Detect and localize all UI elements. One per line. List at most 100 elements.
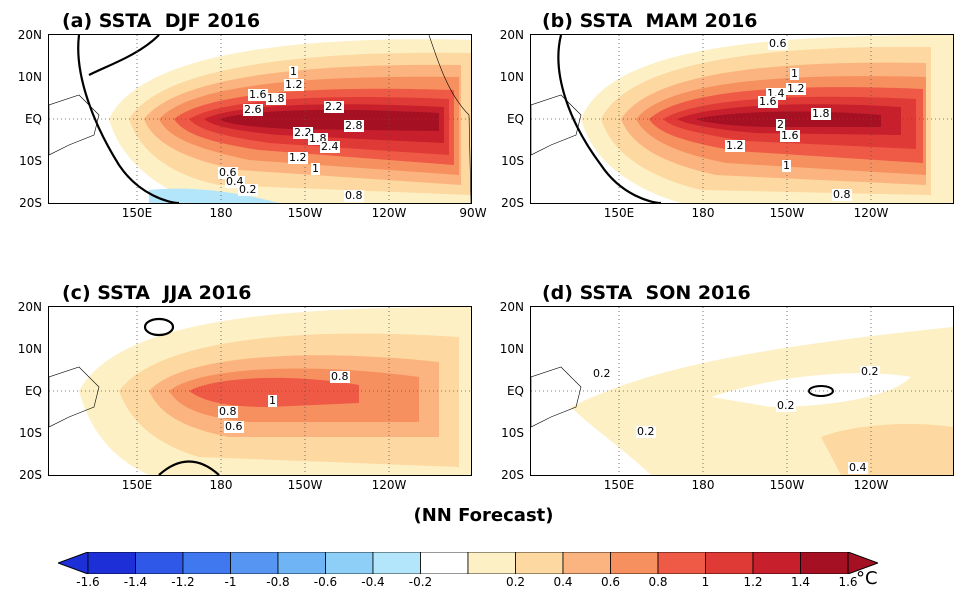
forecast-label: (NN Forecast) — [413, 505, 554, 526]
lat-tick: 20N — [17, 300, 42, 314]
contour-label-a: 1 — [311, 162, 320, 175]
map-panel-c — [48, 306, 472, 476]
contour-label-b: 1.6 — [780, 129, 800, 142]
colorbar-swatch — [657, 552, 706, 574]
contour-label-a: 2.2 — [324, 100, 344, 113]
colorbar-swatch — [800, 552, 849, 574]
contour-label-d: 0.2 — [776, 399, 796, 412]
colorbar-tick-label: -1.4 — [123, 575, 148, 589]
map-c-field — [49, 307, 471, 475]
contour-label-a: 1.6 — [248, 88, 268, 101]
lon-tick: 120W — [853, 478, 889, 492]
contour-label-d: 0.2 — [592, 367, 612, 380]
contour-label-c: 0.6 — [224, 420, 244, 433]
colorbar-swatch — [752, 552, 801, 574]
map-d-field — [531, 307, 953, 475]
lon-tick: 180 — [209, 478, 233, 492]
colorbar-right-arrow — [847, 552, 878, 574]
lat-tick: 10S — [19, 426, 42, 440]
panel-d-title: (d) SSTA SON 2016 — [542, 282, 751, 304]
contour-label-b: 1 — [782, 159, 791, 172]
colorbar-swatch — [372, 552, 421, 574]
lon-tick: 150E — [603, 478, 635, 492]
contour-label-d: 0.2 — [636, 425, 656, 438]
lat-tick: 10N — [499, 342, 524, 356]
lon-tick: 150W — [769, 478, 805, 492]
colorbar-tick-label: 1.2 — [743, 575, 763, 589]
colorbar-left-arrow — [58, 552, 89, 574]
map-a-field — [49, 35, 471, 203]
contour-label-a: 1.2 — [284, 78, 304, 91]
colorbar-tick-label: 0.4 — [553, 575, 573, 589]
contour-label-c: 0.8 — [330, 370, 350, 383]
contour-label-a: 0.8 — [344, 189, 364, 202]
lat-tick: EQ — [506, 384, 524, 398]
lat-tick: EQ — [24, 112, 42, 126]
contour-label-b: 1.8 — [811, 107, 831, 120]
lat-tick: 20N — [499, 28, 524, 42]
colorbar-tick-label: -0.4 — [361, 575, 385, 589]
lat-tick: 20S — [501, 196, 524, 210]
contour-label-a: 1 — [289, 65, 298, 78]
colorbar-tick-label: -0.2 — [408, 575, 433, 589]
colorbar-tick-label: 1.4 — [790, 575, 811, 589]
lat-tick: 20S — [19, 468, 42, 482]
lon-tick: 150W — [287, 206, 323, 220]
colorbar-swatch — [705, 552, 754, 574]
panel-a-title: (a) SSTA DJF 2016 — [62, 10, 261, 32]
contour-label-a: 2.4 — [320, 140, 340, 153]
lat-tick: 10N — [17, 342, 42, 356]
contour-label-c: 1 — [268, 394, 277, 407]
colorbar-tick-label: -0.6 — [313, 575, 338, 589]
contour-label-a: 2.6 — [243, 103, 263, 116]
lon-tick: 180 — [691, 478, 715, 492]
lat-tick: 10N — [17, 70, 42, 84]
colorbar-tick-label: -1.6 — [76, 575, 100, 589]
lat-tick: 20N — [17, 28, 42, 42]
colorbar-swatch — [135, 552, 184, 574]
colorbar-swatch — [325, 552, 374, 574]
lat-tick: 20S — [501, 468, 524, 482]
contour-label-b: 0.8 — [832, 188, 852, 201]
contour-label-b: 0.6 — [768, 37, 788, 50]
contour-label-a: 2.8 — [344, 119, 364, 132]
colorbar-tick-label: 1 — [701, 575, 710, 589]
lon-tick: 90W — [459, 206, 487, 220]
lat-tick: 10S — [501, 426, 524, 440]
lat-tick: 20N — [499, 300, 524, 314]
contour-label-b: 1.6 — [758, 95, 778, 108]
lat-tick: EQ — [506, 112, 524, 126]
colorbar-swatch — [277, 552, 326, 574]
colorbar-swatch — [420, 552, 469, 574]
contour-label-b: 1 — [790, 67, 799, 80]
contour-label-b: 2 — [776, 118, 785, 131]
lat-tick: 20S — [19, 196, 42, 210]
colorbar-swatch — [87, 552, 136, 574]
lon-tick: 150E — [121, 478, 153, 492]
lon-tick: 120W — [853, 206, 889, 220]
colorbar-swatch — [610, 552, 659, 574]
contour-label-a: 0.2 — [238, 183, 258, 196]
contour-label-c: 0.8 — [218, 405, 238, 418]
colorbar-tick-label: 0.2 — [505, 575, 526, 589]
lon-tick: 150E — [603, 206, 635, 220]
lat-tick: 10S — [501, 154, 524, 168]
lat-tick: 10N — [499, 70, 524, 84]
contour-label-a: 1.2 — [288, 151, 308, 164]
panel-c-title: (c) SSTA JJA 2016 — [62, 282, 252, 304]
panel-b-title: (b) SSTA MAM 2016 — [542, 10, 758, 32]
map-panel-b — [530, 34, 954, 204]
contour-label-a: 2.2 — [293, 126, 313, 139]
colorbar-swatch — [182, 552, 231, 574]
contour-label-b: 1.2 — [786, 82, 806, 95]
colorbar-swatch — [230, 552, 279, 574]
colorbar-swatch — [515, 552, 564, 574]
lon-tick: 150W — [287, 478, 323, 492]
colorbar-tick-label: 1.6 — [838, 575, 858, 589]
contour-label-d: 0.4 — [848, 461, 868, 474]
map-panel-d — [530, 306, 954, 476]
contour-label-d: 0.2 — [860, 365, 880, 378]
contour-label-b: 1.2 — [725, 139, 745, 152]
lon-tick: 150E — [121, 206, 153, 220]
lon-tick: 120W — [371, 478, 407, 492]
